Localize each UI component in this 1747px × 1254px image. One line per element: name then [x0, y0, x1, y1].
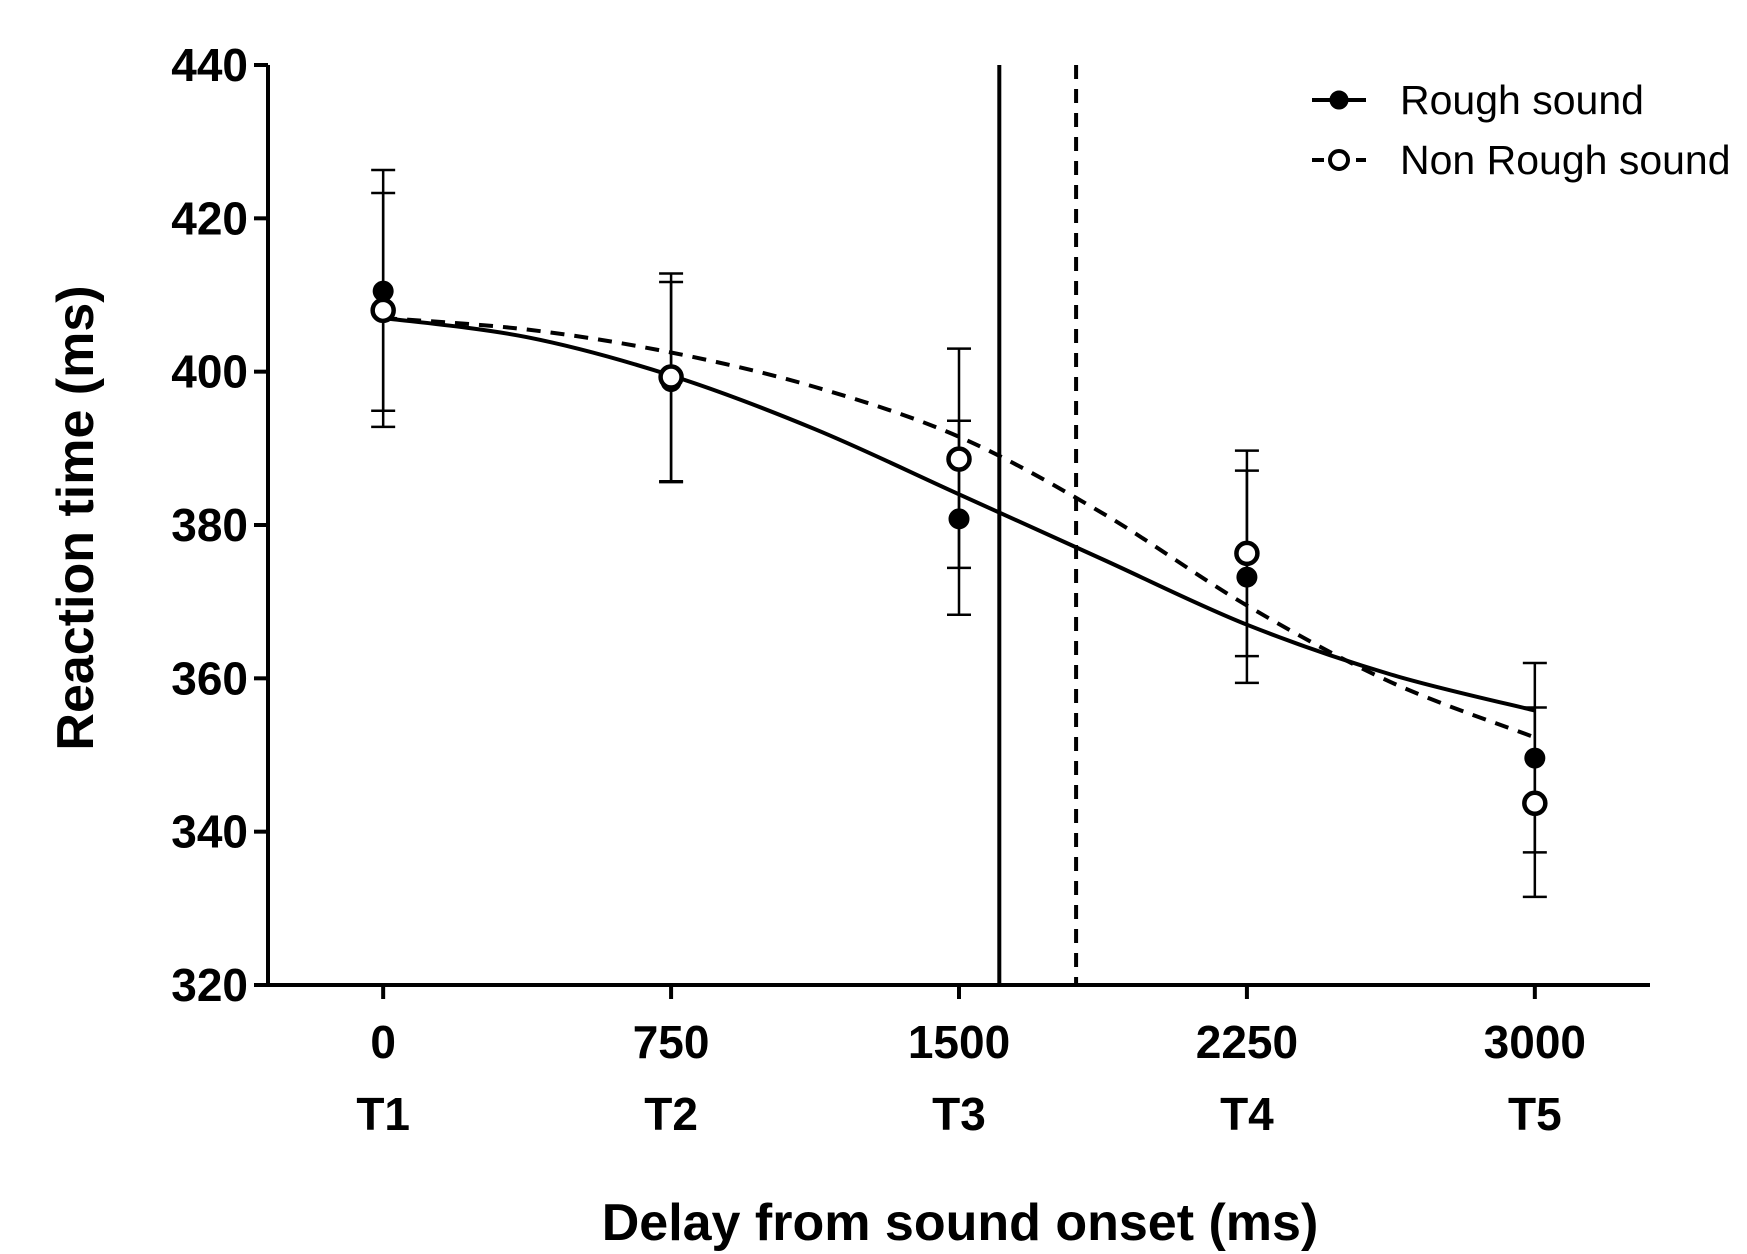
x-tick-sublabel: T2: [644, 1088, 698, 1140]
y-axis-title: Reaction time (ms): [47, 285, 105, 750]
data-point-series-2: [370, 297, 396, 324]
x-tick-label: 3000: [1484, 1016, 1586, 1068]
x-tick-sublabel: T1: [356, 1088, 410, 1140]
x-axis-title: Delay from sound onset (ms): [602, 1194, 1319, 1252]
y-tick-label: 340: [171, 806, 248, 858]
legend-label-series-2: Non Rough sound: [1400, 137, 1731, 183]
x-tick-label: 2250: [1196, 1016, 1298, 1068]
y-tick-label: 400: [171, 346, 248, 398]
y-tick-label: 360: [171, 652, 248, 704]
data-point-series-2: [1234, 540, 1260, 567]
threshold-lines: [997, 65, 1079, 985]
x-tick-label: 1500: [908, 1016, 1010, 1068]
legend: Rough sound Non Rough sound: [1312, 77, 1731, 183]
x-tick-sublabel: T5: [1508, 1088, 1562, 1140]
y-tick-label: 440: [171, 39, 248, 91]
x-tick-label: 750: [633, 1016, 710, 1068]
legend-marker-series-1: [1329, 90, 1349, 110]
data-point-series-2: [1522, 790, 1548, 817]
data-point-series-1: [1524, 747, 1546, 769]
x-tick-label: 0: [370, 1016, 396, 1068]
y-tick-label: 320: [171, 959, 248, 1011]
data-point-series-2: [946, 446, 972, 472]
legend-label-series-1: Rough sound: [1400, 77, 1644, 123]
y-tick-label: 420: [171, 192, 248, 244]
x-tick-sublabel: T3: [932, 1088, 986, 1140]
y-tick-label: 380: [171, 499, 248, 551]
x-tick-sublabel: T4: [1220, 1088, 1274, 1140]
data-point-series-1: [948, 508, 970, 530]
data-point-series-2: [658, 364, 684, 390]
legend-marker-series-2: [1328, 149, 1350, 171]
axes: 320 340 360 380 400 420 440 0 T1 750 T2 1500 T3 2250 T…: [171, 39, 1650, 1140]
data-points: [370, 280, 1548, 817]
error-bars: [371, 168, 1547, 899]
data-point-series-1: [1236, 566, 1258, 588]
fit-curve-series-2: [383, 316, 1536, 740]
